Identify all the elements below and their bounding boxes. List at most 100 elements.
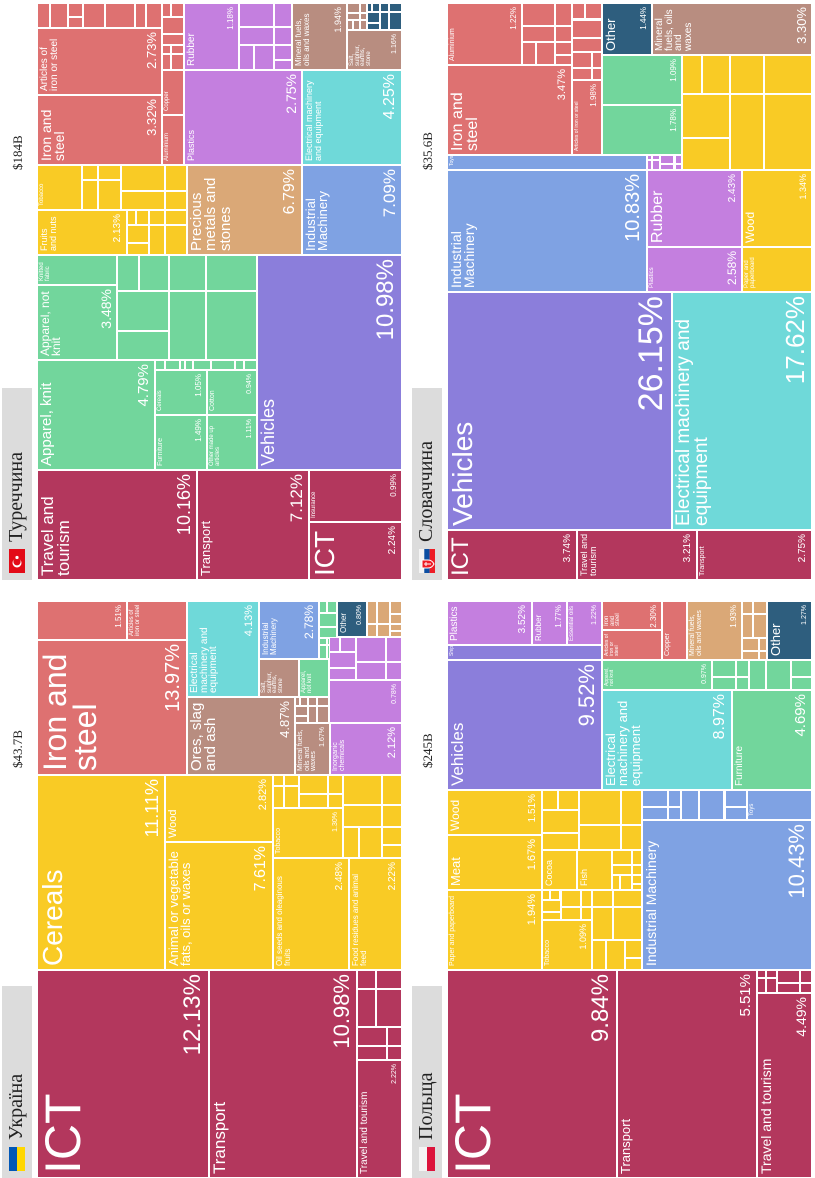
tile: Precious metals and stones 6.79% [187, 165, 302, 255]
tile-name: ICT [37, 1093, 91, 1174]
tile-value: 5.51% [737, 974, 754, 1017]
tile-texture [37, 3, 50, 28]
tile-value: 1.30% [332, 812, 339, 832]
tile-value: 2.22% [387, 862, 398, 891]
tile-name: Cereals [157, 390, 163, 411]
tile: Fish [577, 850, 612, 890]
tile-texture [386, 1026, 402, 1047]
tile-texture [579, 790, 621, 825]
tile: 1.09% [602, 55, 682, 105]
tile: Industrial Machinery 7.09% [302, 165, 402, 255]
tile-value: 1.77% [554, 605, 563, 628]
tile-texture [347, 12, 361, 21]
tile-value: 10.83% [622, 174, 644, 242]
tile-texture [724, 807, 747, 820]
tile-name: Vehicles [447, 421, 478, 526]
tile-texture [298, 794, 328, 808]
tile: Wood 1.51% [447, 790, 542, 835]
tile-value: 6.79% [281, 169, 298, 215]
tile-texture [765, 970, 778, 978]
tile: Transport 5.51% [617, 970, 757, 1178]
tile-name: Toys [749, 803, 755, 816]
tile-texture [764, 55, 812, 95]
tile: Electrical machinery and equipment 8.97% [602, 690, 732, 790]
tile-name: Iron and steel [38, 109, 68, 161]
tile: Mineral fuels, oils and waxes 1.93% [687, 601, 742, 660]
tile-name: Industrial Machinery [303, 191, 331, 251]
tile-texture [800, 983, 812, 993]
tile-texture [777, 970, 801, 984]
tile-value: 1.94% [333, 7, 343, 33]
tile-texture [171, 45, 184, 54]
tile-value: 9.52% [574, 664, 599, 727]
tile-name: Cereals [37, 869, 68, 966]
tile-texture [730, 55, 765, 95]
tile-texture [367, 12, 380, 23]
tile-texture [367, 601, 377, 624]
tile: ICT 9.84% [447, 970, 617, 1178]
tile-texture [98, 180, 121, 210]
tile-texture [591, 68, 602, 80]
tile-name: Mineral fuels, oils and waxes [297, 729, 318, 771]
tile-value: 2.75% [283, 74, 299, 114]
tile-texture [319, 637, 327, 645]
tile-texture [120, 191, 165, 210]
tile-texture [682, 55, 703, 95]
tile-name: Food residues and animal feed [351, 873, 368, 966]
tile-value: 0.94% [246, 374, 253, 394]
tile: ICT 3.74% [447, 530, 577, 580]
tile-texture [329, 651, 356, 669]
tile-name: Electrical machinery and equipment [603, 700, 643, 786]
tile-value: 2.75% [797, 534, 808, 563]
tile-texture [736, 660, 749, 678]
tile-texture [239, 45, 254, 70]
tile-name: Knitted fabric [39, 262, 51, 281]
tile-texture [757, 970, 766, 978]
treemap: ICT 12.13% Transport 10.98% Travel and touri… [37, 601, 402, 1178]
tile-texture [367, 22, 380, 30]
tile-texture [390, 623, 402, 632]
tile-value: 1.94% [526, 894, 538, 926]
tile-texture [298, 775, 328, 795]
tile-texture [273, 59, 292, 70]
tile: Electrical machinery and equipment 4.13% [187, 601, 259, 697]
tile-texture [356, 661, 387, 680]
tile: Mineral fuels, oils and waxes 1.94% [292, 3, 347, 70]
tile-name: Transport [618, 1118, 633, 1174]
tile: 1.51% [37, 601, 127, 640]
tile-texture [343, 775, 382, 806]
tile-name: Vehicles [258, 398, 278, 466]
tile-texture [273, 786, 284, 808]
tile: Electrical machinery and equipment 17.62% [672, 292, 812, 530]
tile: Transport 7.12% [197, 470, 309, 580]
tile-value: 2.58% [725, 251, 739, 286]
tile-texture [98, 165, 121, 181]
tile-texture [682, 94, 731, 139]
tile-texture [592, 890, 613, 908]
tile: Industrial Machinery 2.78% [259, 601, 319, 659]
tile-texture [765, 977, 778, 993]
tile: Inorganic chemicals 2.12% [330, 723, 402, 775]
tile-value: 1.44% [639, 7, 648, 30]
tile-name: Plastics [649, 267, 655, 288]
tile: Salt, sulphur, earths, stone [259, 659, 299, 697]
tile: Cereals 1.05% [155, 370, 207, 415]
tile-texture [381, 805, 402, 828]
tile-name: Iron and steel [449, 92, 482, 151]
tile: Animal or vegetable fats, oils or waxes 7… [165, 842, 273, 970]
tile-texture [127, 210, 137, 226]
tile: Mineral fuels, oils and waxes 1.67% [295, 723, 330, 775]
tile: Paper and paperboard 1.94% [447, 890, 542, 970]
total: $245B [420, 733, 435, 768]
country-name: Словаччина [415, 441, 437, 542]
tile-texture [165, 225, 187, 255]
tile-name: Other made up articles [209, 425, 221, 466]
tile-name: Rubber [534, 614, 543, 641]
tile-name: Iron and steel [37, 653, 104, 771]
tile-value: 1.78% [669, 109, 678, 132]
tile-texture [347, 3, 361, 13]
tile-name: Mineral fuels, oils and waxes [294, 13, 311, 66]
tile-value: 2.30% [649, 605, 658, 628]
tile-texture [135, 3, 147, 28]
tile-texture [757, 977, 766, 993]
